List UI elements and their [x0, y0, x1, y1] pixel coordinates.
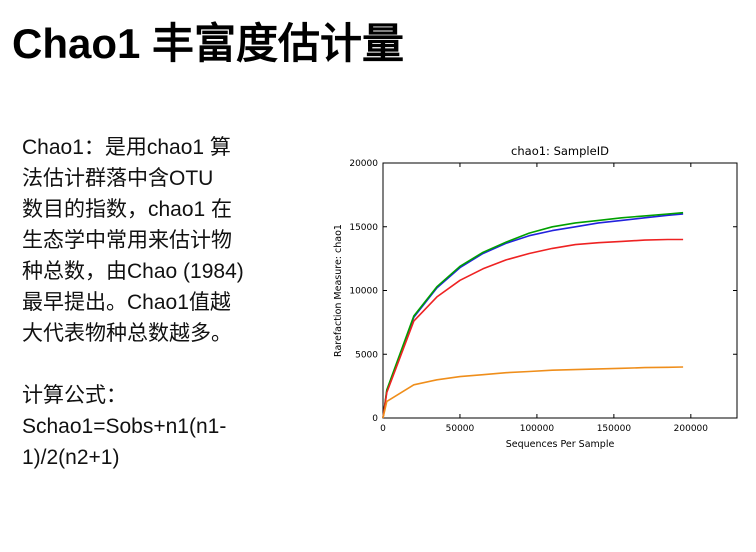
y-tick-label: 20000 [349, 159, 378, 169]
series-line-green-sample [382, 211, 684, 419]
body-text: Chao1：是用chao1 算 法估计群落中含OTU 数目的指数，chao1 在… [22, 136, 244, 345]
y-tick-label: 10000 [349, 287, 378, 297]
series-line-red-sample [382, 238, 684, 419]
y-tick-label: 15000 [349, 223, 378, 233]
x-tick-label: 0 [380, 424, 386, 434]
formula-text: 计算公式： Schao1=Sobs+n1(n1- 1)/2(n2+1) [22, 384, 227, 469]
slide-title: Chao1 丰富度估计量 [12, 20, 405, 67]
y-tick-label: 0 [372, 414, 378, 424]
y-axis-label: Rarefaction Measure: chao1 [333, 224, 344, 357]
chart-title: chao1: SampleID [511, 144, 609, 158]
series-line-orange-sample [382, 366, 684, 419]
x-tick-label: 100000 [520, 424, 555, 434]
chao1-rarefaction-chart: 0 50000 100000 150000 200000 0 5000 10000 15000 2… [330, 140, 756, 460]
y-tick-label: 5000 [355, 350, 378, 360]
chart-canvas: 0 50000 100000 150000 200000 0 5000 10000 15000 2… [333, 144, 738, 450]
x-tick-label: 200000 [674, 424, 709, 434]
text-column: Chao1：是用chao1 算 法估计群落中含OTU 数目的指数，chao1 在… [22, 132, 332, 473]
x-tick-label: 150000 [597, 424, 632, 434]
plot-border [382, 162, 738, 419]
x-axis-label: Sequences Per Sample [506, 439, 615, 450]
x-tick-label: 50000 [446, 424, 475, 434]
